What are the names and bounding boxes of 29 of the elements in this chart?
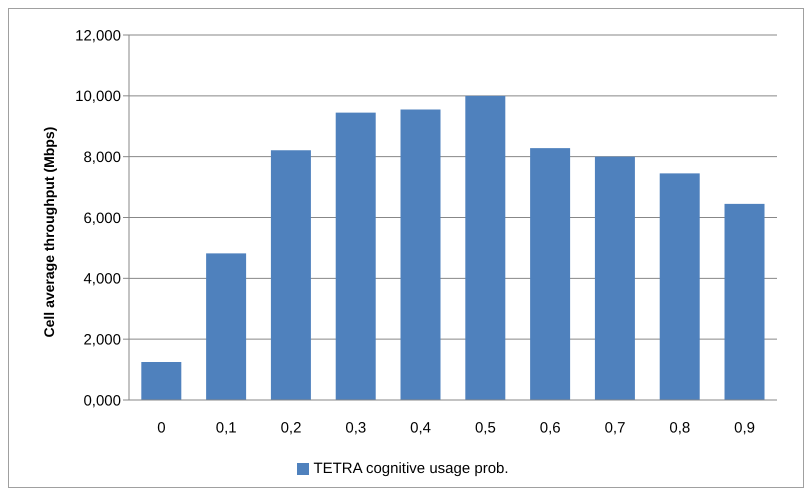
y-tick-label: 6,000 [83,210,121,227]
x-tick-label: 0 [157,420,166,437]
x-tick-label: 0,4 [410,420,432,437]
y-tick-label: 10,000 [75,88,121,106]
x-tick-label: 0,7 [604,420,626,437]
y-tick-label: 4,000 [83,270,121,288]
x-tick-label: 0,3 [345,420,366,437]
y-axis-title: Cell average throughput (Mbps) [40,126,57,338]
bar [270,150,311,400]
x-tick-label: 0,6 [540,420,561,437]
x-tick-label: 0,1 [216,420,237,437]
y-tick-label: 12,000 [75,27,121,44]
bar [336,112,376,400]
bar [530,148,570,400]
bar [660,173,700,400]
y-tick-label: 8,000 [83,148,121,166]
bar [724,204,765,400]
y-tick-label: 0,000 [83,392,121,410]
bar [141,362,182,400]
x-tick-label: 0,2 [280,420,302,437]
bar [465,96,506,400]
x-tick-label: 0,5 [474,420,496,437]
x-tick-label: 0,9 [734,420,756,437]
bar [400,110,441,400]
y-tick-label: 2,000 [83,331,121,348]
bar [594,156,635,400]
bar [206,253,246,400]
legend-label: TETRA cognitive usage prob. [313,460,509,477]
x-tick-label: 0,8 [669,420,690,437]
